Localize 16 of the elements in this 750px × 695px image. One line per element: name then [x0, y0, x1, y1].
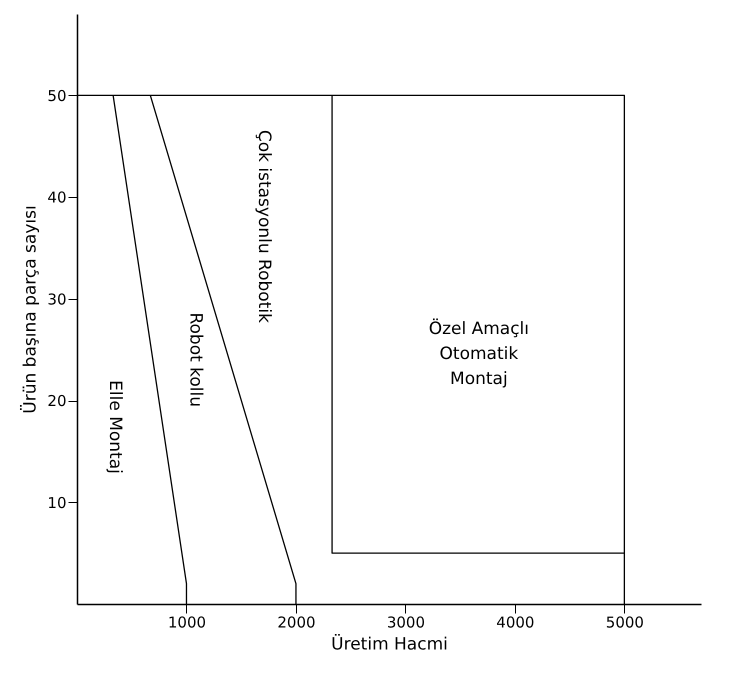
annotation: Elle Montaj: [105, 380, 126, 474]
x-tick-label: 3000: [386, 614, 426, 632]
x-tick-label: 4000: [496, 614, 534, 632]
x-tick-label: 1000: [168, 614, 206, 632]
y-tick-label: 30: [47, 290, 66, 308]
y-axis-title: Ürün başına parça sayısı: [19, 205, 40, 414]
y-tick-label: 50: [47, 86, 66, 105]
y-tick-label: 40: [47, 188, 66, 207]
annotation: Özel Amaçlı Otomatik Montaj: [428, 318, 530, 390]
annotation: Robot kollu: [186, 312, 206, 408]
x-tick-label: 2000: [277, 614, 316, 632]
annotation: Çok istasyonlu Robotik: [254, 130, 274, 324]
x-tick-label: 5000: [606, 614, 644, 632]
y-tick-label: 20: [47, 392, 66, 410]
y-tick-label: 10: [47, 494, 66, 512]
x-axis-title: Üretim Hacmi: [331, 634, 448, 654]
